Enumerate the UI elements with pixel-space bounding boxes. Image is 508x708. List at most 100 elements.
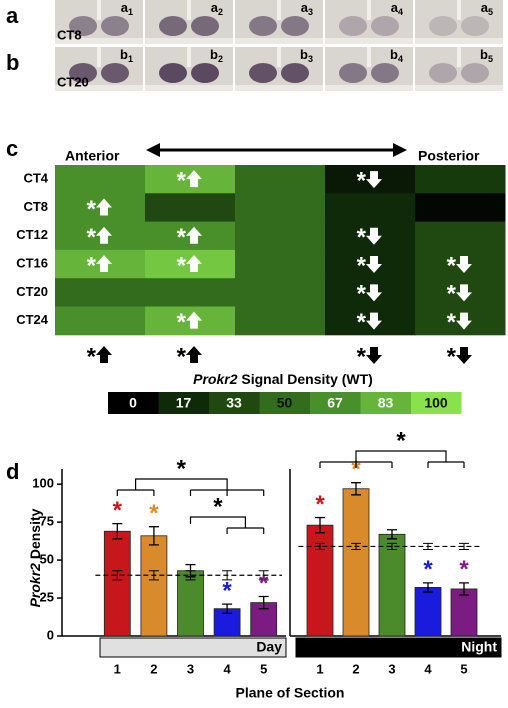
bar xyxy=(103,530,131,637)
error-bar xyxy=(387,529,397,540)
colorbar-cell xyxy=(158,392,209,414)
asterisk: * xyxy=(177,309,187,336)
y-tick-label: 0 xyxy=(47,627,54,642)
error-bar xyxy=(315,516,325,534)
colorbar-cell xyxy=(209,392,260,414)
micrograph-ventricle xyxy=(457,0,461,20)
image-letter: a xyxy=(211,0,219,15)
colorbar-cell xyxy=(360,392,411,414)
error-bar xyxy=(459,582,469,596)
x-tick-label: 5 xyxy=(460,661,467,676)
micrograph-ventricle xyxy=(367,47,371,67)
image-letter: a xyxy=(121,0,129,15)
bar xyxy=(177,570,204,637)
arrow-up xyxy=(186,226,202,244)
micrograph-stain xyxy=(281,63,309,83)
y-tick-label: 75 xyxy=(40,514,54,529)
colorbar-label: 67 xyxy=(327,395,343,411)
micrograph-ventricle xyxy=(187,47,191,67)
image-label: a1 xyxy=(121,0,133,17)
posterior-label: Posterior xyxy=(418,148,480,164)
heatmap-cell xyxy=(145,193,236,223)
bar-asterisk: * xyxy=(351,456,361,483)
micrograph-stain xyxy=(281,16,309,36)
micrograph-stain xyxy=(191,16,219,36)
heatmap-cell xyxy=(55,306,146,336)
x-tick-label: 1 xyxy=(114,661,121,676)
asterisk: * xyxy=(447,281,457,308)
bar-asterisk: * xyxy=(259,570,269,597)
bar-asterisk: * xyxy=(222,577,232,604)
x-tick-label: 1 xyxy=(316,661,323,676)
micrograph-chiasm xyxy=(325,85,413,91)
arrow-up xyxy=(186,255,202,273)
micrograph-stain xyxy=(249,63,277,83)
arrow-down xyxy=(366,284,382,302)
image-subscript: 2 xyxy=(218,54,223,64)
bar xyxy=(414,587,442,637)
bracket xyxy=(189,516,246,528)
panel-letter: b xyxy=(6,50,19,75)
arrow-down xyxy=(456,284,472,302)
bar-asterisk: * xyxy=(423,556,433,583)
micrograph-stain xyxy=(339,63,367,83)
micrograph-stain xyxy=(371,16,399,36)
asterisk: * xyxy=(447,343,457,370)
error-bar xyxy=(258,595,269,610)
image-subscript: 1 xyxy=(128,7,133,17)
image-label: a5 xyxy=(481,0,493,17)
panel-letter: c xyxy=(6,136,18,161)
heatmap-cell xyxy=(145,278,236,307)
micrograph-stain xyxy=(159,16,187,36)
micrograph-stain xyxy=(101,16,129,36)
asterisk: * xyxy=(87,224,97,251)
period-label: Night xyxy=(461,639,497,655)
image-label: b4 xyxy=(390,47,403,64)
image-letter: a xyxy=(391,0,399,15)
asterisk: * xyxy=(357,167,367,194)
heatmap-cell xyxy=(235,306,326,336)
arrow-up xyxy=(186,311,202,329)
period-label: Day xyxy=(256,639,282,655)
heatmap-cell xyxy=(415,193,506,223)
asterisk: * xyxy=(87,252,97,279)
arrow-down xyxy=(456,347,472,364)
asterisk: * xyxy=(87,343,97,370)
colorbar-cell xyxy=(310,392,361,414)
bar xyxy=(450,588,478,637)
arrow-down xyxy=(456,312,472,330)
heatmap-cell xyxy=(235,165,326,194)
micrograph-stain xyxy=(69,63,97,83)
baseline-error-bar xyxy=(112,570,123,581)
significance-label: * xyxy=(396,427,406,454)
micrograph-stain xyxy=(429,16,457,36)
significance-label: * xyxy=(177,455,187,482)
bracket xyxy=(189,489,265,496)
micrograph-ventricle xyxy=(187,0,191,20)
micrograph-stain xyxy=(191,63,219,83)
colorbar-label: 100 xyxy=(424,395,448,411)
bar-asterisk: * xyxy=(149,500,159,527)
asterisk: * xyxy=(357,252,367,279)
bar-asterisk: * xyxy=(315,491,325,518)
colorbar-cell xyxy=(108,392,159,414)
x-tick-label: 3 xyxy=(388,661,395,676)
arrow-down xyxy=(366,171,382,189)
y-axis-label: Prokr2 Density xyxy=(27,508,43,607)
panel-letter: a xyxy=(6,3,19,28)
asterisk: * xyxy=(87,196,97,223)
bracket xyxy=(319,461,393,468)
micrograph-stain xyxy=(461,63,489,83)
arrow-down xyxy=(366,256,382,274)
micrograph-chiasm xyxy=(55,38,143,44)
image-label: a3 xyxy=(301,0,313,17)
bracket xyxy=(135,478,228,490)
row-label: CT16 xyxy=(16,255,48,270)
bar-asterisk: * xyxy=(113,497,123,524)
micrograph-ventricle xyxy=(367,0,371,20)
y-axis-label-part: Prokr2 xyxy=(27,563,43,608)
heatmap-cell xyxy=(235,193,326,223)
micrograph-ventricle xyxy=(277,47,281,67)
x-tick-label: 2 xyxy=(352,661,359,676)
heatmap-cell xyxy=(235,278,326,307)
